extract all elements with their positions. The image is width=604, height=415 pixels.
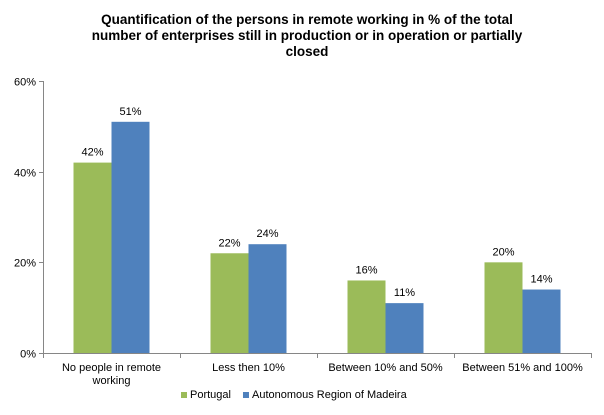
bar: [248, 244, 287, 353]
bar: [385, 303, 424, 353]
bar: [522, 289, 561, 353]
legend-swatch: [242, 392, 249, 398]
x-tick-label: working: [92, 375, 131, 387]
y-tick-label: 0%: [20, 349, 36, 361]
data-label: 11%: [394, 287, 415, 299]
data-label: 20%: [492, 246, 514, 258]
bar: [347, 280, 386, 353]
x-tick-label: Between 10% and 50%: [328, 362, 443, 374]
chart-title-line-3: closed: [285, 44, 329, 59]
chart-title-line-1: Quantification of the persons in remote …: [101, 12, 513, 27]
bar: [73, 162, 112, 353]
data-label: 22%: [218, 237, 240, 249]
chart-title-line-2: number of enterprises still in productio…: [91, 28, 523, 43]
bar: [210, 253, 249, 353]
legend-swatch: [181, 392, 187, 398]
x-tick-label: Between 51% and 100%: [462, 362, 583, 374]
y-tick-label: 60%: [14, 77, 36, 89]
data-label: 51%: [119, 106, 141, 118]
legend-label: Autonomous Region of Madeira: [252, 389, 408, 401]
y-tick-label: 40%: [14, 168, 36, 180]
chart-title: Quantification of the persons in remote …: [40, 12, 574, 60]
y-tick-label: 20%: [14, 258, 36, 270]
bar: [484, 262, 523, 353]
data-label: 16%: [355, 264, 377, 276]
data-label: 14%: [530, 274, 552, 286]
bar: [111, 121, 150, 353]
data-label: 42%: [81, 147, 103, 159]
x-tick-label: No people in remote: [62, 362, 161, 374]
legend-label: Portugal: [190, 389, 231, 401]
x-tick-label: Less then 10%: [212, 362, 285, 374]
data-label: 24%: [256, 228, 278, 240]
